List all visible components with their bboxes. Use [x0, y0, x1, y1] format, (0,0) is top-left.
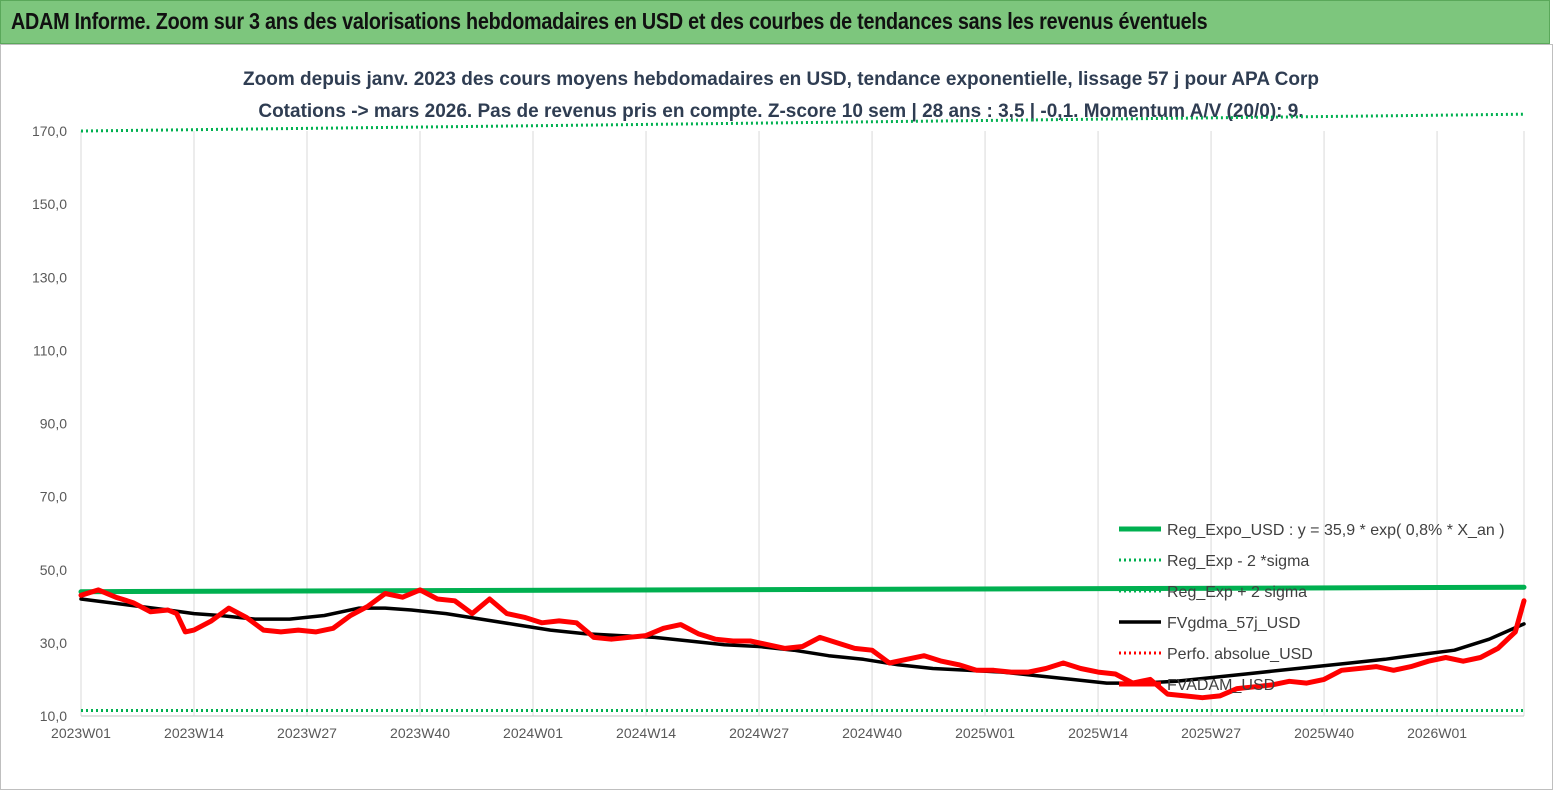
- legend-label: Reg_Exp - 2 *sigma: [1167, 553, 1309, 570]
- x-tick-label: 2023W27: [277, 725, 337, 741]
- x-tick-label: 2024W27: [729, 725, 789, 741]
- y-tick-label: 70,0: [40, 489, 67, 505]
- series-fvadam-usd-line: [78, 587, 1527, 701]
- series-reg-expo-usd-line: [78, 584, 1527, 595]
- x-tick-label: 2023W40: [390, 725, 450, 741]
- y-tick-label: 110,0: [33, 342, 67, 358]
- y-tick-label: 90,0: [40, 416, 67, 432]
- x-tick-label: 2025W40: [1294, 725, 1354, 741]
- legend-label: FVgdma_57j_USD: [1167, 615, 1300, 632]
- legend-label: FVADAM_USD: [1167, 677, 1275, 694]
- x-tick-label: 2025W27: [1181, 725, 1241, 741]
- chart-frame: Zoom depuis janv. 2023 des cours moyens …: [0, 44, 1553, 790]
- header-banner: ADAM Informe. Zoom sur 3 ans des valoris…: [0, 0, 1550, 44]
- chart-title: Zoom depuis janv. 2023 des cours moyens …: [243, 69, 1319, 90]
- y-tick-label: 50,0: [40, 562, 67, 578]
- y-tick-label: 170,0: [32, 123, 67, 139]
- series-layer: [78, 112, 1527, 712]
- y-tick-label: 30,0: [40, 635, 67, 651]
- x-tick-label: 2024W14: [616, 725, 676, 741]
- y-tick-label: 150,0: [32, 196, 67, 212]
- chart-subtitle: Cotations -> mars 2026. Pas de revenus p…: [258, 101, 1303, 122]
- y-tick-label: 130,0: [32, 269, 67, 285]
- series-reg-exp-line: [80, 112, 1525, 133]
- legend-label: Reg_Expo_USD : y = 35,9 * exp( 0,8% * X_…: [1167, 522, 1505, 539]
- x-tick-label: 2025W01: [955, 725, 1015, 741]
- page-title: ADAM Informe. Zoom sur 3 ans des valoris…: [11, 8, 1208, 34]
- x-tick-label: 2023W14: [164, 725, 224, 741]
- x-tick-label: 2026W01: [1407, 725, 1467, 741]
- axis-layer: 2023W01 2023W14 2023W27 2023W40 2024W01 2024W…: [32, 123, 1524, 741]
- x-tick-label: 2024W40: [842, 725, 902, 741]
- y-tick-label: 10,0: [40, 708, 67, 724]
- legend: Reg_Expo_USD : y = 35,9 * exp( 0,8% * X_…: [1119, 522, 1505, 694]
- x-tick-label: 2025W14: [1068, 725, 1128, 741]
- legend-label: Reg_Exp + 2 sigma: [1167, 584, 1307, 601]
- legend-label: Perfo. absolue_USD: [1167, 646, 1313, 663]
- x-tick-label: 2023W01: [51, 725, 111, 741]
- x-tick-label: 2024W01: [503, 725, 563, 741]
- series-fvgdma-57j-usd-line: [79, 597, 1526, 685]
- chart-svg: Zoom depuis janv. 2023 des cours moyens …: [32, 69, 1527, 741]
